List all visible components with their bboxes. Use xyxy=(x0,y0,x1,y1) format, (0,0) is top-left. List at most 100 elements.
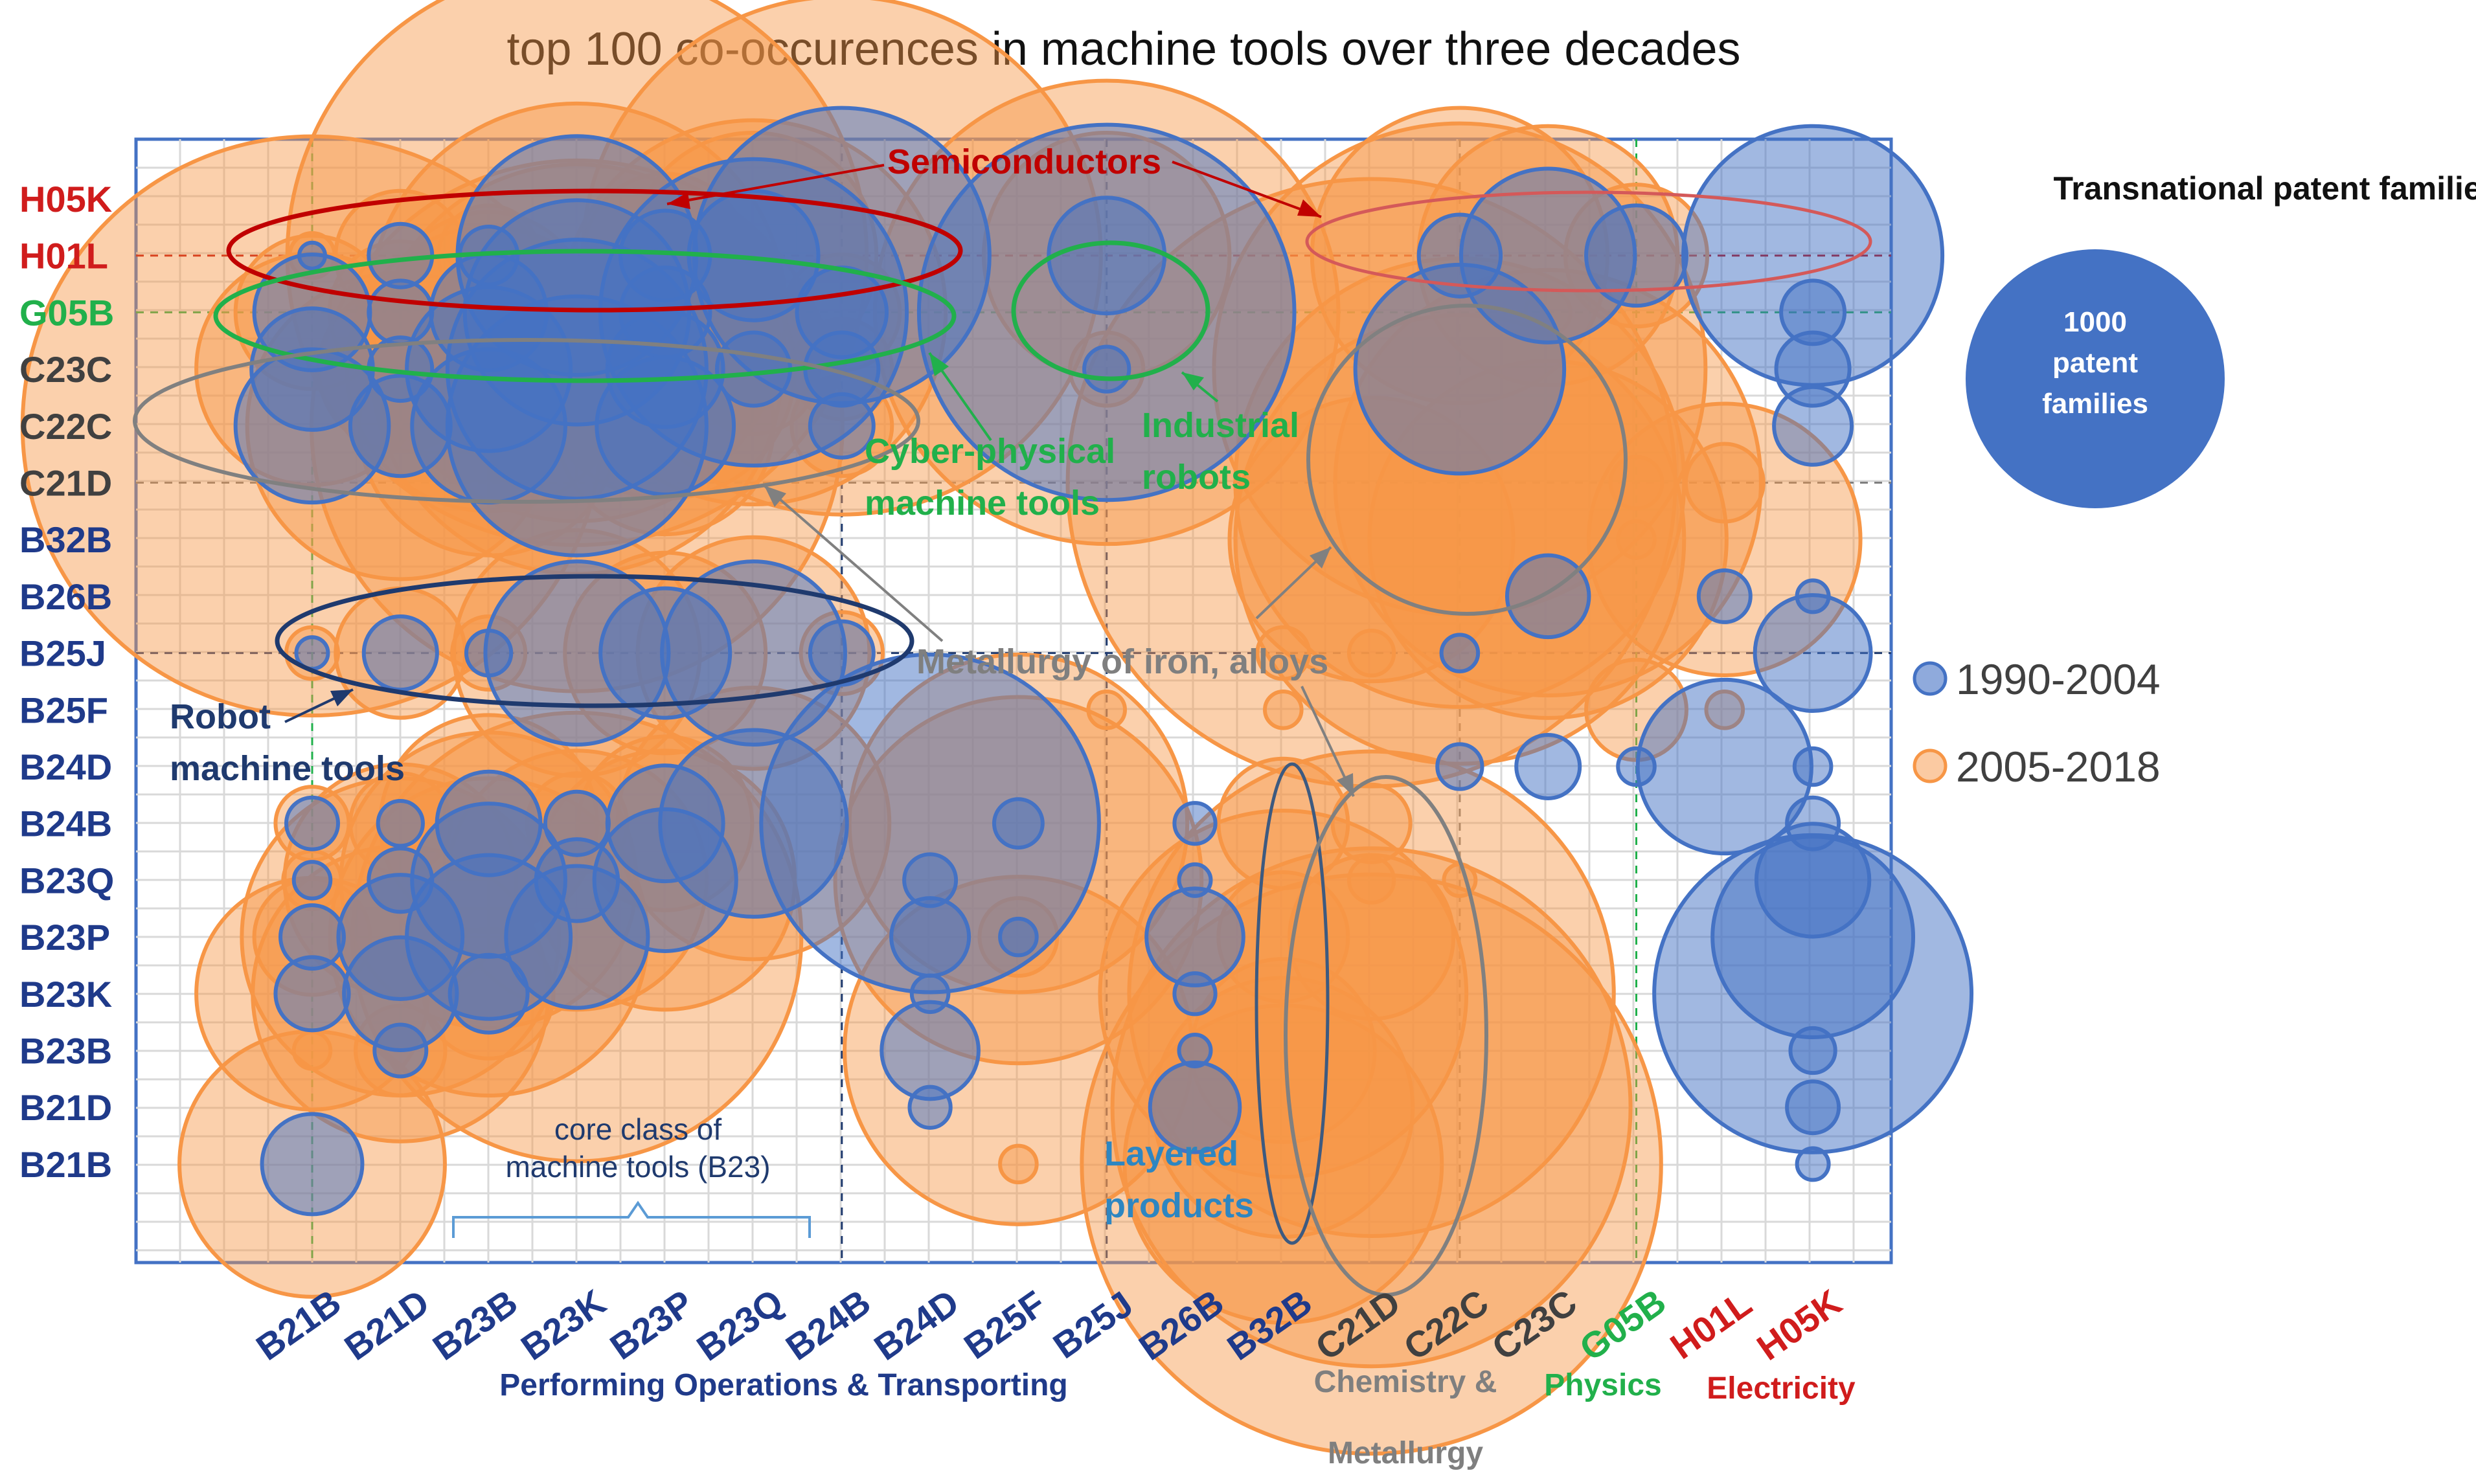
size-legend: Transnational patent families 1000 paten… xyxy=(1966,170,2476,508)
x-tick-label: B23K xyxy=(514,1281,613,1368)
x-tick-label: B25F xyxy=(957,1283,1052,1367)
group-metallurgy: Metallurgy xyxy=(1328,1436,1483,1470)
y-tick-label: B23Q xyxy=(19,860,114,901)
y-tick-label: H01L xyxy=(19,236,108,276)
x-tick-label: B23B xyxy=(426,1281,525,1368)
annotation-labels: Semiconductors Cyber-physical machine to… xyxy=(170,142,1328,1225)
arrowhead-cyber-physical xyxy=(929,353,949,376)
bubble-1990-2004 xyxy=(889,896,971,978)
bubble-1990-2004 xyxy=(916,122,1297,502)
bubble-2005-2018 xyxy=(1110,846,1633,1369)
group-physics: Physics xyxy=(1544,1368,1661,1402)
ellipse-cyber-physical xyxy=(213,249,957,383)
size-legend-bubble xyxy=(1966,249,2225,508)
bubble-2005-2018 xyxy=(1127,749,1616,1238)
y-tick-label: B25J xyxy=(19,633,106,674)
y-tick-label: B24D xyxy=(19,747,112,787)
y-tick-label: B32B xyxy=(19,519,112,560)
bubble-2005-2018 xyxy=(1086,690,1127,730)
ellipse-semiconductors-right xyxy=(1305,190,1872,293)
bubble-1990-2004 xyxy=(376,799,425,848)
ellipse-layered-right xyxy=(1284,775,1488,1297)
label-layered: Layered xyxy=(1104,1134,1238,1173)
bubble-1990-2004 xyxy=(1439,633,1481,673)
ellipse-layered-left xyxy=(1255,762,1330,1245)
legend-label-2005-2018: 2005-2018 xyxy=(1956,743,2161,791)
bubble-2005-2018 xyxy=(1346,855,1396,905)
ellipse-industrial-robots xyxy=(1011,240,1210,381)
y-tick-label: B21D xyxy=(19,1087,112,1128)
bubble-2005-2018 xyxy=(1080,872,1663,1456)
legend-marker-1990-2004 xyxy=(1913,661,1948,696)
bubble-2005-2018 xyxy=(1616,519,1657,560)
size-legend-line1: 1000 xyxy=(2063,306,2127,338)
x-tick-label: B24D xyxy=(867,1281,966,1368)
size-legend-title: Transnational patent families xyxy=(2053,170,2476,207)
highlight-ellipses xyxy=(133,188,1872,1297)
x-tick-label: B21D xyxy=(337,1281,436,1368)
bubble-1990-2004 xyxy=(284,795,340,851)
core-class-brace xyxy=(452,1200,811,1238)
arrow-metallurgy-left xyxy=(763,484,944,642)
size-legend-line2: patent xyxy=(2052,347,2138,379)
label-cyber-physical: Cyber-physical xyxy=(865,432,1115,471)
bubble-1990-2004 xyxy=(1148,1060,1242,1154)
arrowhead-metallurgy-down xyxy=(1337,773,1354,796)
size-legend-line3: families xyxy=(2042,388,2148,420)
group-chemistry: Chemistry & xyxy=(1314,1365,1497,1399)
series-1990-2004 xyxy=(233,106,1974,1217)
label-metallurgy: Metallurgy of iron, alloys xyxy=(916,642,1328,681)
y-tick-label: C21D xyxy=(19,463,112,504)
ellipse-semiconductors-left xyxy=(226,188,963,313)
bubble-1990-2004 xyxy=(998,916,1039,958)
y-tick-label: B21B xyxy=(19,1144,112,1185)
y-tick-label: B25F xyxy=(19,690,108,730)
bubble-2005-2018 xyxy=(1683,442,1766,524)
x-tick-label: H01L xyxy=(1663,1283,1758,1367)
y-tick-label: C22C xyxy=(19,406,112,447)
label-industrial-2: robots xyxy=(1142,458,1251,497)
bubble-1990-2004 xyxy=(291,860,333,901)
bubble-1990-2004 xyxy=(1172,801,1218,846)
bubble-1990-2004 xyxy=(1696,568,1753,624)
ellipse-robot-machine-tools xyxy=(275,574,914,708)
legend-label-1990-2004: 1990-2004 xyxy=(1956,655,2161,703)
y-tick-label: B23B xyxy=(19,1031,112,1072)
bubble-1990-2004 xyxy=(1082,344,1131,394)
bubble-1990-2004 xyxy=(808,392,876,460)
bubble-1990-2004 xyxy=(448,952,530,1035)
bubble-2005-2018 xyxy=(1330,782,1413,864)
bubble-1990-2004 xyxy=(1144,886,1245,987)
y-tick-label: C23C xyxy=(19,349,112,390)
legend-marker-2005-2018 xyxy=(1913,748,1948,783)
label-semiconductors: Semiconductors xyxy=(887,142,1161,181)
y-tick-label: B26B xyxy=(19,576,112,617)
bubble-1990-2004 xyxy=(260,1112,365,1217)
label-cyber-physical-2: machine tools xyxy=(865,484,1100,523)
group-electricity: Electricity xyxy=(1707,1371,1856,1406)
bubble-1990-2004 xyxy=(1172,971,1218,1017)
ellipse-metallurgy-left xyxy=(133,338,920,504)
x-axis-groups: Performing Operations & Transporting Che… xyxy=(499,1365,1856,1470)
bubble-1990-2004 xyxy=(273,955,351,1033)
arrow-semiconductors-left xyxy=(666,164,885,205)
label-robot: Robot xyxy=(170,697,271,736)
ellipse-metallurgy-right xyxy=(1306,304,1628,616)
bubble-1990-2004 xyxy=(1435,742,1484,791)
label-layered-2: products xyxy=(1104,1186,1254,1225)
bubble-2005-2018 xyxy=(998,1143,1039,1185)
bubble-1990-2004 xyxy=(992,797,1045,850)
bubble-2005-2018 xyxy=(1263,690,1304,730)
x-tick-label: B24B xyxy=(778,1281,878,1368)
y-tick-label: H05K xyxy=(19,179,112,219)
bubble-1990-2004 xyxy=(880,1000,981,1101)
bubble-1990-2004 xyxy=(1788,1026,1837,1075)
bubble-1990-2004 xyxy=(1795,1146,1831,1182)
bubble-2005-2018 xyxy=(1288,853,1456,1021)
bubble-1990-2004 xyxy=(1785,1079,1841,1136)
bubble-2005-2018 xyxy=(1346,628,1396,678)
bubble-1990-2004 xyxy=(361,614,439,692)
arrowhead-semiconductors-left xyxy=(667,192,690,209)
y-tick-label: B23P xyxy=(19,917,110,958)
